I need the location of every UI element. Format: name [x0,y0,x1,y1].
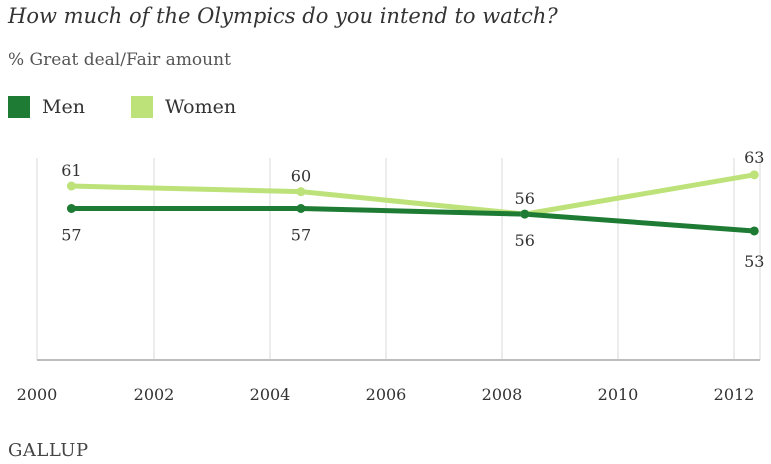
gallup-logo: GALLUP [8,440,89,461]
data-point-men [520,209,530,219]
x-tick-label: 2008 [482,385,523,404]
data-label-men: 53 [744,252,764,271]
data-label-men: 57 [291,226,311,245]
data-point-men [66,204,76,213]
data-label-women: 56 [515,189,535,208]
data-point-women [66,181,76,191]
x-tick-label: 2004 [250,385,291,404]
chart-title: How much of the Olympics do you intend t… [8,4,558,28]
x-tick-label: 2006 [366,385,407,404]
legend-label-women: Women [164,96,237,118]
legend: Men Women [8,96,282,118]
legend-item-women: Women [130,96,237,118]
legend-swatch-women [130,96,153,118]
legend-item-men: Men [8,96,85,118]
legend-swatch-men [8,96,30,118]
series-line-women [68,172,757,217]
data-point-women [296,187,306,197]
data-point-women [749,170,759,180]
data-point-men [749,226,759,236]
data-label-men: 57 [61,226,81,245]
x-tick-label: 2002 [134,385,175,404]
data-point-men [296,204,306,213]
x-tick-label: 2000 [17,385,58,404]
data-label-men: 56 [515,231,535,250]
chart-subtitle: % Great deal/Fair amount [8,50,231,70]
data-label-women: 61 [61,161,81,180]
data-label-women: 60 [291,167,311,186]
x-tick-label: 2012 [714,385,755,404]
x-tick-label: 2010 [598,385,639,404]
data-label-women: 63 [744,148,764,167]
series-line-men [68,206,757,234]
legend-label-men: Men [42,96,85,118]
